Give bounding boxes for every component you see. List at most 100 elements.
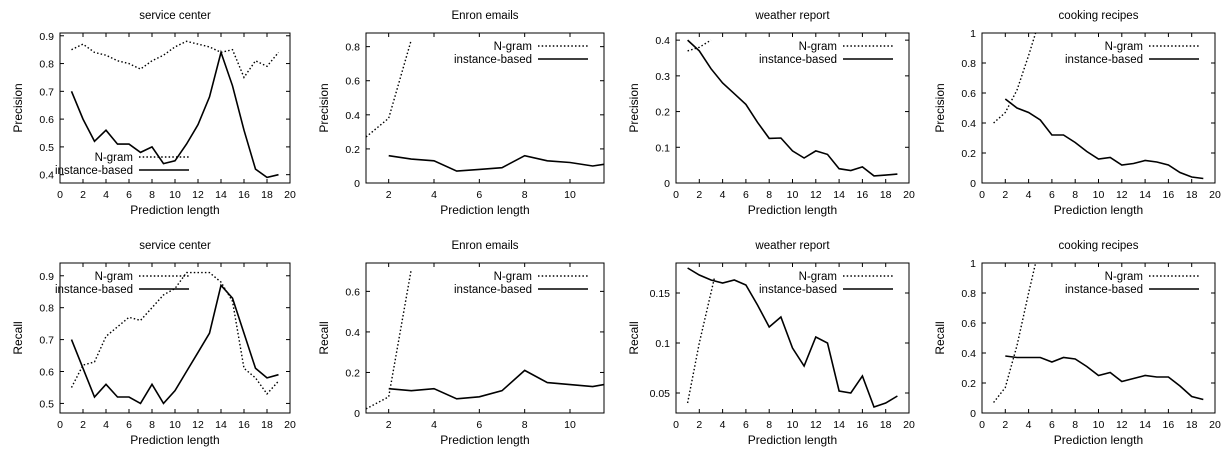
chart-panel: cooking recipes 0 2 4 6 8 10 12 14 16 18 20 0 0.2 0.4 0… — [933, 10, 1221, 217]
x-tick-label: 0 — [673, 189, 679, 201]
y-tick-label: 0.4 — [345, 110, 360, 122]
x-tick-label: 8 — [149, 419, 155, 431]
x-tick-label: 20 — [1209, 419, 1221, 431]
series-line-instance-based — [388, 369, 604, 400]
y-tick-label: 0.2 — [655, 107, 670, 119]
series-line-instance-based — [70, 283, 279, 405]
x-tick-label: 0 — [979, 419, 985, 431]
series-line-instance-based — [70, 49, 279, 179]
x-tick-label: 8 — [149, 189, 155, 201]
x-tick-label: 6 — [476, 419, 482, 431]
x-tick-label: 16 — [857, 189, 869, 201]
x-tick-label: 18 — [261, 189, 273, 201]
y-tick-label: 0.5 — [39, 142, 54, 154]
y-axis-label: Recall — [11, 321, 25, 354]
chart-title: cooking recipes — [1059, 10, 1139, 22]
y-tick-label: 0 — [970, 408, 976, 420]
legend-label: N-gram — [494, 41, 532, 53]
x-tick-label: 8 — [1072, 419, 1078, 431]
y-tick-label: 0 — [354, 408, 360, 420]
y-axis-label: Precision — [317, 83, 331, 132]
x-tick-label: 20 — [284, 419, 296, 431]
y-tick-label: 0.8 — [345, 42, 360, 54]
y-tick-label: 0.2 — [345, 367, 360, 379]
x-tick-label: 16 — [857, 419, 869, 431]
y-axis-label: Precision — [627, 83, 641, 132]
x-tick-label: 18 — [880, 189, 892, 201]
x-tick-label: 10 — [1093, 189, 1105, 201]
y-axis-label: Precision — [933, 83, 947, 132]
x-tick-label: 2 — [696, 189, 702, 201]
x-tick-label: 12 — [1116, 419, 1128, 431]
y-tick-label: 0.8 — [961, 58, 976, 70]
x-tick-label: 20 — [1209, 189, 1221, 201]
x-tick-label: 4 — [720, 189, 726, 201]
series-line-ngram — [993, 263, 1037, 403]
x-tick-label: 2 — [80, 419, 86, 431]
legend-label: instance-based — [759, 54, 837, 66]
series-line-ngram — [366, 268, 412, 410]
x-tick-label: 18 — [1186, 419, 1198, 431]
legend-label: N-gram — [95, 271, 133, 283]
plot-frame — [365, 262, 605, 414]
y-tick-label: 0.4 — [39, 170, 54, 182]
series-line-instance-based — [388, 154, 604, 172]
y-tick-label: 0 — [664, 178, 670, 190]
x-tick-label: 2 — [386, 419, 392, 431]
series-line-instance-based — [1005, 355, 1204, 401]
x-tick-label: 4 — [431, 189, 437, 201]
y-tick-label: 0.4 — [961, 348, 976, 360]
x-tick-label: 12 — [1116, 189, 1128, 201]
x-tick-label: 8 — [766, 419, 772, 431]
x-tick-label: 6 — [743, 189, 749, 201]
x-tick-label: 0 — [57, 419, 63, 431]
x-tick-label: 6 — [1049, 189, 1055, 201]
y-tick-label: 0.9 — [39, 271, 54, 283]
legend-label: N-gram — [1105, 41, 1143, 53]
series-line-instance-based — [1004, 98, 1204, 180]
x-tick-label: 10 — [787, 189, 799, 201]
series-line-ngram — [71, 40, 280, 79]
x-tick-label: 14 — [833, 419, 845, 431]
chart-title: weather report — [754, 240, 830, 252]
x-axis-label: Prediction length — [1054, 203, 1143, 217]
y-tick-label: 0.6 — [961, 318, 976, 330]
legend-label: N-gram — [494, 271, 532, 283]
x-axis-label: Prediction length — [748, 433, 837, 447]
series-line-ngram — [686, 277, 716, 404]
x-tick-label: 6 — [126, 419, 132, 431]
legend-label: instance-based — [759, 284, 837, 296]
chart-title: Enron emails — [451, 10, 518, 22]
x-tick-label: 0 — [673, 419, 679, 431]
x-tick-label: 10 — [564, 419, 576, 431]
y-axis-label: Precision — [11, 83, 25, 132]
y-tick-label: 0.6 — [39, 114, 54, 126]
x-tick-label: 6 — [743, 419, 749, 431]
y-tick-label: 0.8 — [39, 59, 54, 71]
x-tick-label: 4 — [431, 419, 437, 431]
y-axis-label: Recall — [933, 321, 947, 354]
x-tick-label: 12 — [810, 419, 822, 431]
y-tick-label: 0.3 — [655, 71, 670, 83]
x-tick-label: 8 — [766, 189, 772, 201]
x-tick-label: 0 — [57, 189, 63, 201]
chart-panel: service center 0 2 4 6 8 10 12 14 16 18 20 0.5 0.6 0.7… — [11, 240, 296, 447]
y-tick-label: 0.15 — [650, 288, 671, 300]
chart-title: cooking recipes — [1059, 240, 1139, 252]
y-tick-label: 0.7 — [39, 86, 54, 98]
x-tick-label: 2 — [1002, 419, 1008, 431]
x-axis-label: Prediction length — [748, 203, 837, 217]
chart-panel: Enron emails 2 4 6 8 10 0 0.2 0.4 0.6 0.8 Predictio… — [317, 10, 605, 217]
x-axis-label: Prediction length — [130, 433, 219, 447]
chart-panel: Enron emails 2 4 6 8 10 0 0.2 0.4 0.6 Prediction l… — [317, 240, 605, 447]
y-tick-label: 0.4 — [345, 327, 360, 339]
x-tick-label: 14 — [1139, 189, 1151, 201]
y-tick-label: 0.7 — [39, 335, 54, 347]
x-tick-label: 10 — [169, 419, 181, 431]
legend-label: N-gram — [799, 41, 837, 53]
